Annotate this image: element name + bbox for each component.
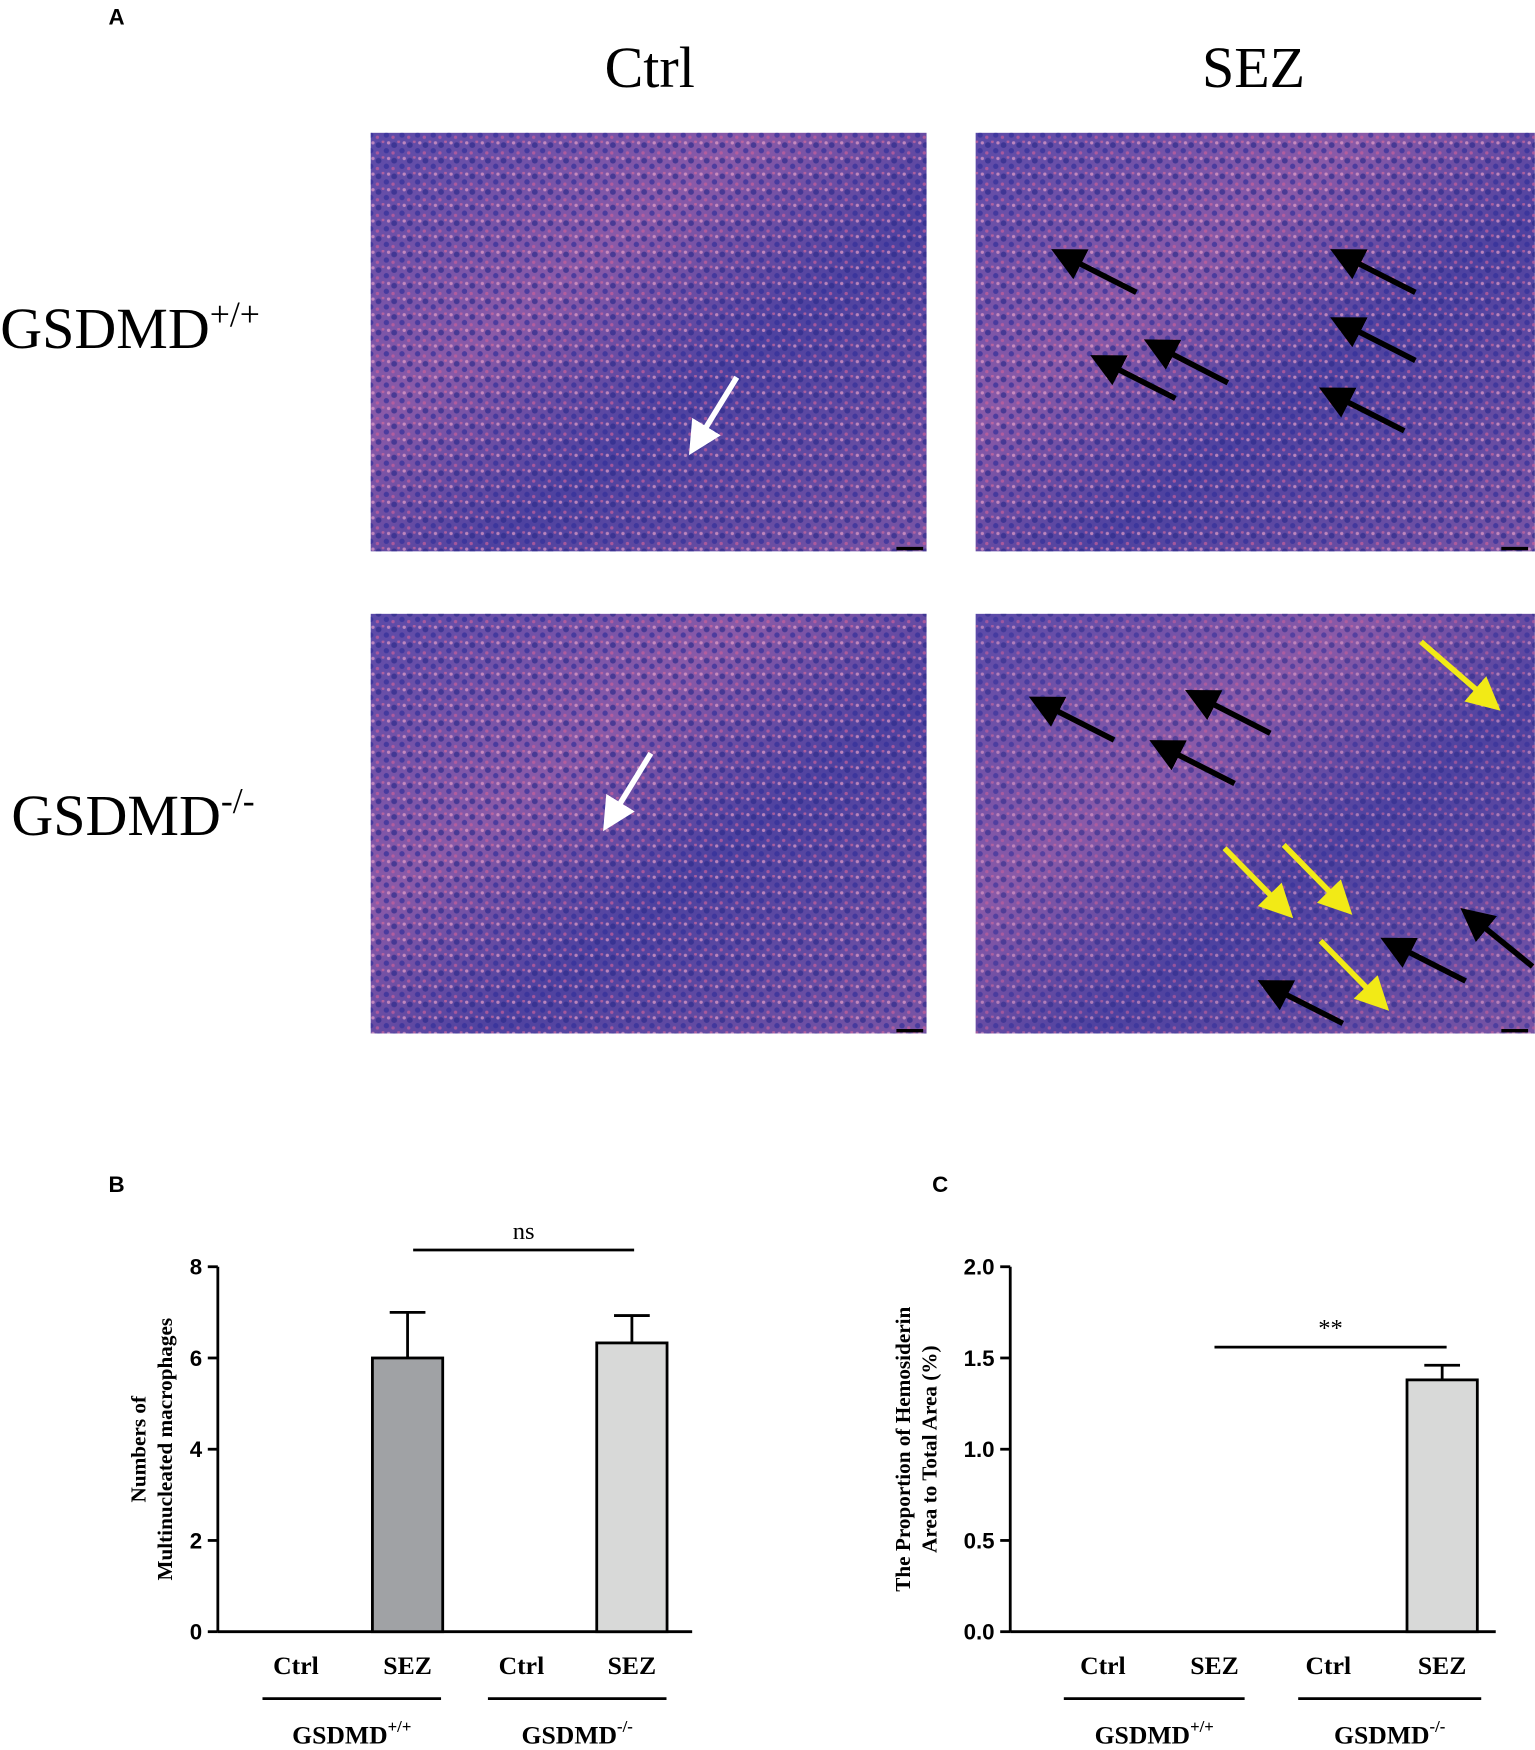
column-label: SEZ — [1202, 35, 1305, 100]
micrograph-texture — [370, 132, 927, 552]
row-label: GSDMD+/+ — [0, 294, 260, 361]
group-label: GSDMD-/- — [1334, 1717, 1445, 1749]
group-name: GSDMD — [522, 1720, 618, 1749]
bar — [371, 1356, 445, 1634]
panel-label: A — [108, 5, 124, 30]
y-tick-label: 2.0 — [964, 1255, 995, 1280]
x-tick-label: SEZ — [608, 1651, 657, 1680]
group-name: GSDMD — [292, 1720, 388, 1749]
y-axis-label-line: Numbers of — [126, 1395, 150, 1502]
scale-bar — [896, 546, 924, 551]
y-tick-label: 8 — [190, 1255, 202, 1280]
error-bar — [1424, 1363, 1461, 1380]
y-tick-label: 0.0 — [964, 1620, 995, 1645]
bar — [595, 1341, 669, 1634]
y-axis-label-line: Multinucleated macrophages — [153, 1318, 177, 1581]
y-tick-label: 4 — [190, 1437, 203, 1462]
error-bar — [389, 1310, 426, 1358]
arrow — [1330, 317, 1417, 363]
y-tick-label: 1.0 — [964, 1437, 995, 1462]
y-tick-label: 0 — [190, 1620, 202, 1645]
arrow — [1222, 846, 1294, 919]
arrows — [603, 249, 1535, 1026]
x-tick-label: Ctrl — [499, 1651, 545, 1680]
arrow — [1460, 907, 1535, 969]
y-axis-label-line: The Proportion of Hemosiderin — [891, 1306, 915, 1591]
y-tick-label: 0.5 — [964, 1528, 995, 1553]
group-label: GSDMD+/+ — [292, 1717, 411, 1749]
group-name: GSDMD — [1334, 1720, 1430, 1749]
scale-bar — [1501, 546, 1529, 551]
scale-bar — [896, 1029, 924, 1033]
row-label: GSDMD-/- — [11, 781, 254, 848]
group-label: GSDMD+/+ — [1095, 1717, 1214, 1749]
group-sup: +/+ — [388, 1717, 412, 1736]
arrow — [1330, 249, 1417, 295]
column-label: Ctrl — [605, 35, 695, 100]
significance-label: ** — [1318, 1315, 1343, 1342]
scale-bar — [1501, 1029, 1529, 1033]
arrow — [1090, 355, 1177, 401]
arrow — [1143, 339, 1230, 386]
y-axis-label: Numbers of Multinucleated macrophages — [126, 1318, 177, 1581]
y-tick-label: 6 — [190, 1346, 202, 1371]
arrow — [1185, 689, 1272, 736]
micrograph-texture — [370, 613, 927, 1034]
arrow — [1419, 639, 1501, 711]
group-sup: -/- — [617, 1717, 633, 1736]
arrow — [1051, 249, 1138, 295]
group-name: GSDMD — [1095, 1720, 1191, 1749]
group-sup: -/- — [1430, 1717, 1446, 1736]
y-axis-label: The Proportion of Hemosiderin Area to Tot… — [891, 1306, 942, 1591]
y-tick-label: 1.5 — [964, 1346, 995, 1371]
arrow — [1257, 980, 1345, 1026]
significance-label: ns — [513, 1218, 535, 1245]
x-tick-label: SEZ — [1418, 1651, 1467, 1680]
arrow — [1318, 938, 1390, 1011]
x-tick-label: SEZ — [383, 1651, 432, 1680]
group-label: GSDMD-/- — [522, 1717, 633, 1749]
bar — [1405, 1378, 1479, 1634]
arrow — [1028, 696, 1116, 743]
x-tick-label: SEZ — [1190, 1651, 1239, 1680]
arrow — [1318, 387, 1406, 434]
micrographs — [370, 132, 1535, 1034]
group-sup: +/+ — [1190, 1717, 1214, 1736]
arrow — [1281, 842, 1353, 915]
x-tick-label: Ctrl — [273, 1651, 319, 1680]
arrow — [1380, 937, 1467, 984]
arrow — [603, 751, 654, 832]
panel-label: B — [108, 1172, 124, 1197]
error-bar — [614, 1314, 650, 1343]
y-tick-label: 2 — [190, 1528, 202, 1553]
micrograph-texture — [975, 132, 1535, 552]
micrograph-texture — [975, 613, 1535, 1034]
x-tick-label: Ctrl — [1080, 1651, 1126, 1680]
y-axis-label-line: Area to Total Area (%) — [918, 1345, 942, 1553]
panel-label: C — [932, 1172, 948, 1197]
arrow — [1149, 740, 1236, 786]
x-tick-label: Ctrl — [1306, 1651, 1352, 1680]
arrow — [688, 375, 740, 456]
